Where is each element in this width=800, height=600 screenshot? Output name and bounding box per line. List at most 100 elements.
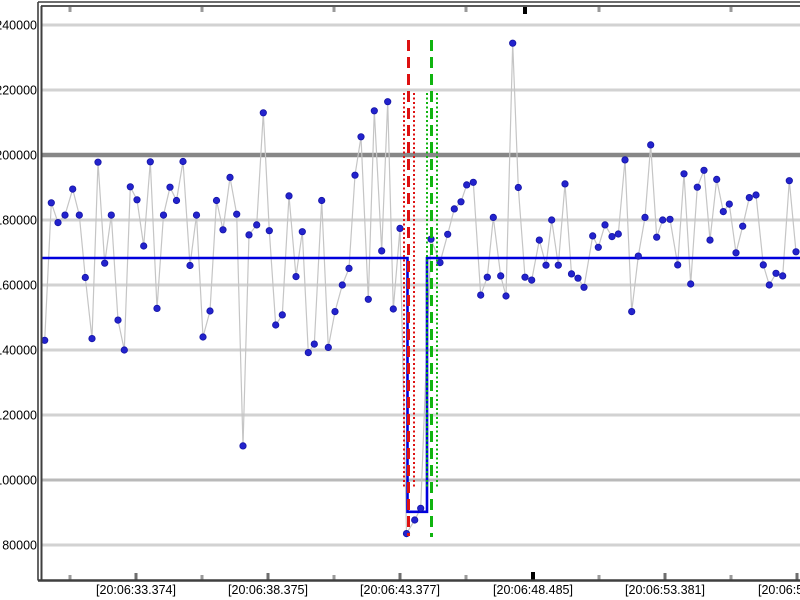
data-point	[713, 175, 721, 183]
data-point	[120, 346, 128, 354]
gridlines	[41, 23, 800, 547]
data-point	[580, 283, 588, 291]
data-point	[370, 107, 378, 115]
y-tick-label: 220000	[0, 84, 37, 98]
data-point	[411, 516, 419, 524]
data-point	[653, 233, 661, 241]
data-point	[179, 157, 187, 166]
data-point	[574, 274, 582, 282]
data-point	[75, 211, 83, 219]
data-point	[594, 243, 602, 251]
data-point	[88, 334, 96, 343]
data-point	[772, 269, 780, 277]
data-point	[647, 141, 655, 149]
data-point	[659, 216, 667, 224]
data-point	[265, 227, 273, 235]
data-point	[192, 211, 201, 219]
data-point	[331, 307, 339, 316]
data-point	[357, 133, 365, 141]
data-point	[680, 170, 688, 178]
data-point	[304, 348, 312, 357]
x-tick-label: [20:06:38.375]	[228, 583, 308, 597]
data-point	[101, 259, 109, 267]
data-point	[739, 222, 747, 230]
data-point	[378, 247, 386, 255]
data-point	[700, 166, 708, 174]
data-point	[521, 273, 529, 281]
x-tick-label: [20:06:48.485]	[493, 583, 573, 597]
data-point	[759, 261, 767, 269]
data-point	[54, 219, 62, 227]
data-point	[259, 109, 267, 117]
x-tick-label: [20:06:53.381]	[625, 583, 705, 597]
data-point	[477, 291, 485, 299]
data-point	[601, 221, 609, 229]
data-point	[614, 230, 622, 238]
data-point	[469, 178, 477, 186]
y-tick-label: 160000	[0, 279, 37, 293]
data-point	[641, 213, 649, 221]
data-point	[384, 98, 392, 106]
data-point	[483, 273, 491, 281]
data-point	[126, 183, 134, 191]
data-point	[463, 181, 471, 189]
data-point	[628, 307, 636, 316]
data-point	[47, 199, 55, 207]
x-tick-label: [20:06:43.377]	[360, 583, 440, 597]
x-axis-labels: [20:06:33.374] [20:06:38.375] [20:06:43.37…	[96, 583, 800, 597]
data-point	[785, 177, 793, 185]
data-points	[41, 39, 800, 538]
y-tick-label: 120000	[0, 409, 37, 423]
data-point	[94, 158, 102, 166]
data-point	[324, 343, 332, 351]
data-point	[779, 272, 787, 280]
data-point	[509, 39, 517, 47]
data-point	[310, 340, 318, 348]
data-point	[621, 156, 629, 164]
green-event-marker	[426, 40, 438, 537]
data-point	[298, 228, 306, 236]
x-tick-label: [20:06:5	[758, 583, 800, 597]
plot-frame	[37, 1, 800, 582]
y-tick-label: 80000	[2, 539, 37, 553]
data-point	[245, 231, 253, 239]
data-point	[674, 261, 682, 269]
data-point	[272, 321, 280, 329]
data-point	[732, 249, 740, 257]
data-point	[233, 210, 241, 218]
data-point	[364, 295, 372, 303]
data-point	[133, 196, 141, 204]
data-point	[351, 171, 359, 179]
data-point	[687, 280, 695, 288]
data-point	[444, 230, 452, 238]
data-point	[752, 191, 760, 199]
data-point	[589, 232, 597, 240]
y-tick-label: 180000	[0, 214, 37, 228]
x-tick-label: [20:06:33.374]	[96, 583, 176, 597]
data-point	[253, 221, 261, 229]
data-point	[153, 304, 161, 312]
data-point	[634, 252, 642, 260]
data-point	[417, 504, 425, 512]
data-point	[212, 196, 221, 205]
data-point	[765, 281, 773, 289]
red-event-marker	[403, 40, 415, 536]
data-point	[608, 233, 616, 241]
data-point	[140, 242, 148, 250]
data-point	[226, 173, 234, 181]
reference-step-line	[42, 256, 800, 514]
data-point	[706, 236, 714, 244]
data-point	[535, 236, 543, 244]
y-tick-label: 240000	[0, 19, 37, 33]
y-tick-label: 140000	[0, 344, 37, 358]
series-connector-line	[44, 43, 797, 536]
data-point	[186, 261, 194, 270]
data-point	[497, 272, 505, 280]
data-point	[278, 311, 286, 319]
data-point	[792, 248, 800, 256]
data-point	[318, 196, 326, 205]
